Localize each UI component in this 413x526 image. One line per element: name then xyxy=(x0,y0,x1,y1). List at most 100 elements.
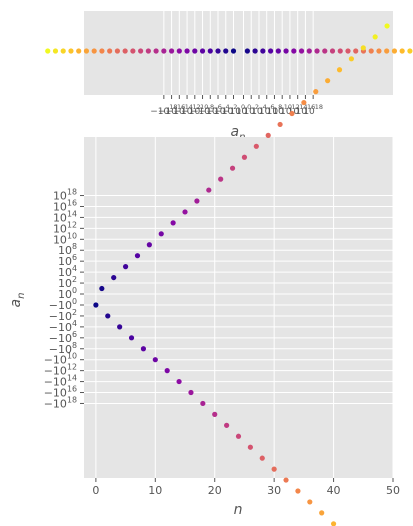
top-data-point xyxy=(223,48,229,54)
data-point xyxy=(265,132,271,138)
data-point xyxy=(295,488,301,494)
data-point xyxy=(140,346,147,352)
main-y-tick-label: −106 xyxy=(49,330,77,345)
main-x-tick-label: 20 xyxy=(208,484,222,497)
main-y-tick-label: −1014 xyxy=(44,374,77,389)
main-subplot: 10181016101410121010108106104102100−100−… xyxy=(8,23,400,526)
top-data-point xyxy=(153,48,159,54)
top-x-tick-label: −108 xyxy=(191,103,214,117)
main-y-tick-label: 106 xyxy=(58,253,77,268)
top-data-point xyxy=(215,48,221,54)
top-data-point xyxy=(114,48,120,54)
top-x-ticks: −1018−1016−1014−1012−1010−108−106−104−10… xyxy=(150,95,323,117)
data-point xyxy=(117,324,123,330)
main-y-tick-label: 1012 xyxy=(53,220,77,235)
top-data-point xyxy=(99,48,105,54)
main-x-tick-label: 0 xyxy=(92,484,99,497)
data-point xyxy=(182,209,188,215)
top-x-tick-label: −1014 xyxy=(166,103,193,117)
main-x-axis-label: n xyxy=(234,502,243,518)
data-point xyxy=(164,368,170,374)
data-point xyxy=(194,198,200,204)
top-x-tick-label: −1012 xyxy=(173,103,200,117)
main-x-tick-label: 40 xyxy=(327,484,341,497)
top-data-point xyxy=(244,48,250,54)
data-point xyxy=(319,510,325,516)
top-data-point xyxy=(184,48,190,54)
main-plot-area xyxy=(84,137,393,478)
top-data-point xyxy=(252,48,258,54)
top-data-point xyxy=(199,48,206,54)
data-point xyxy=(307,499,313,505)
main-x-tick-label: 10 xyxy=(148,484,162,497)
top-x-tick-label: −106 xyxy=(199,103,222,117)
top-data-point xyxy=(207,48,213,54)
data-point xyxy=(384,23,390,29)
top-data-point xyxy=(260,48,266,54)
top-data-point xyxy=(345,48,351,54)
top-data-point xyxy=(275,48,281,54)
main-y-tick-label: 1018 xyxy=(53,188,77,203)
top-x-tick-label: −1018 xyxy=(150,103,177,117)
top-data-point xyxy=(399,48,405,54)
data-point xyxy=(247,444,253,450)
data-point xyxy=(105,313,111,319)
data-point xyxy=(283,477,289,483)
top-x-tick-label: −1010 xyxy=(181,103,208,117)
top-x-tick-label: 108 xyxy=(267,103,283,117)
data-point xyxy=(188,389,194,396)
data-point xyxy=(206,187,212,193)
data-point xyxy=(336,67,343,73)
data-point xyxy=(330,521,337,526)
main-y-tick-label: −1016 xyxy=(44,385,77,400)
main-points xyxy=(93,23,390,526)
data-point xyxy=(152,357,158,363)
top-data-point xyxy=(122,48,128,54)
top-data-point xyxy=(76,48,82,54)
top-data-point xyxy=(384,48,390,54)
main-x-tick-label: 50 xyxy=(386,484,400,497)
data-point xyxy=(224,422,230,428)
data-point xyxy=(170,220,176,226)
data-point xyxy=(200,400,206,407)
main-y-tick-label: 104 xyxy=(58,264,77,279)
data-point xyxy=(372,34,378,40)
main-y-axis-label: an xyxy=(8,293,27,308)
main-gridlines xyxy=(84,137,394,478)
data-point xyxy=(277,121,283,128)
top-data-point xyxy=(230,48,237,54)
top-data-point xyxy=(407,48,413,54)
top-x-tick-label: 1012 xyxy=(280,103,300,117)
top-data-point xyxy=(306,48,312,54)
data-point xyxy=(301,99,307,106)
top-x-tick-label: −1016 xyxy=(158,103,185,117)
data-point xyxy=(212,411,218,417)
main-y-tick-label: −1010 xyxy=(44,352,77,367)
top-data-point xyxy=(329,48,336,54)
data-point xyxy=(229,165,236,171)
top-data-point xyxy=(168,48,175,54)
top-data-point xyxy=(391,48,398,54)
data-point xyxy=(111,274,117,281)
main-y-tick-label: −108 xyxy=(49,341,77,356)
top-data-point xyxy=(145,48,151,54)
top-data-point xyxy=(91,48,97,54)
main-y-tick-label: −100 xyxy=(49,297,77,312)
main-y-tick-label: 102 xyxy=(58,275,77,290)
data-point xyxy=(259,455,265,461)
data-point xyxy=(93,302,99,308)
top-data-point xyxy=(376,48,382,54)
main-y-tick-label: 1016 xyxy=(53,198,77,213)
main-y-tick-label: −104 xyxy=(49,319,77,334)
main-y-tick-label: 1014 xyxy=(53,209,77,224)
top-data-point xyxy=(161,48,167,54)
top-data-point xyxy=(130,48,136,54)
top-data-point xyxy=(192,48,198,54)
top-x-tick-label: 1018 xyxy=(303,103,323,117)
top-data-point xyxy=(176,48,182,54)
top-data-point xyxy=(68,48,74,54)
main-y-tick-label: 1010 xyxy=(53,231,77,246)
main-y-tick-label: −1018 xyxy=(44,395,77,410)
top-data-point xyxy=(353,48,359,54)
